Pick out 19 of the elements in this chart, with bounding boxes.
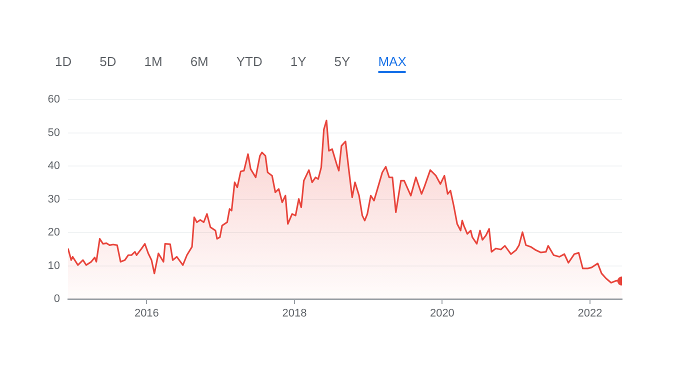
text: 5Y bbox=[334, 54, 350, 69]
y-tick-label: 60 bbox=[48, 94, 60, 106]
x-tick-label: 2022 bbox=[578, 308, 602, 320]
y-tick-label: 20 bbox=[48, 226, 60, 239]
text: 1M bbox=[144, 54, 162, 69]
text: 6M bbox=[190, 54, 208, 69]
text: 1Y bbox=[290, 54, 306, 69]
y-tick-label: 50 bbox=[48, 126, 60, 139]
text: 5D bbox=[100, 54, 116, 69]
y-tick-label: 40 bbox=[48, 160, 60, 172]
text: MAX bbox=[378, 54, 406, 69]
y-tick-label: 30 bbox=[48, 193, 60, 206]
y-tick-label: 10 bbox=[48, 260, 60, 272]
text: 1D bbox=[55, 54, 72, 69]
x-tick-label: 2016 bbox=[134, 308, 159, 320]
text: YTD bbox=[236, 54, 262, 69]
x-tick-label: 2020 bbox=[430, 308, 454, 320]
x-tick-label: 2018 bbox=[282, 308, 307, 320]
y-tick-label: 0 bbox=[54, 293, 60, 306]
